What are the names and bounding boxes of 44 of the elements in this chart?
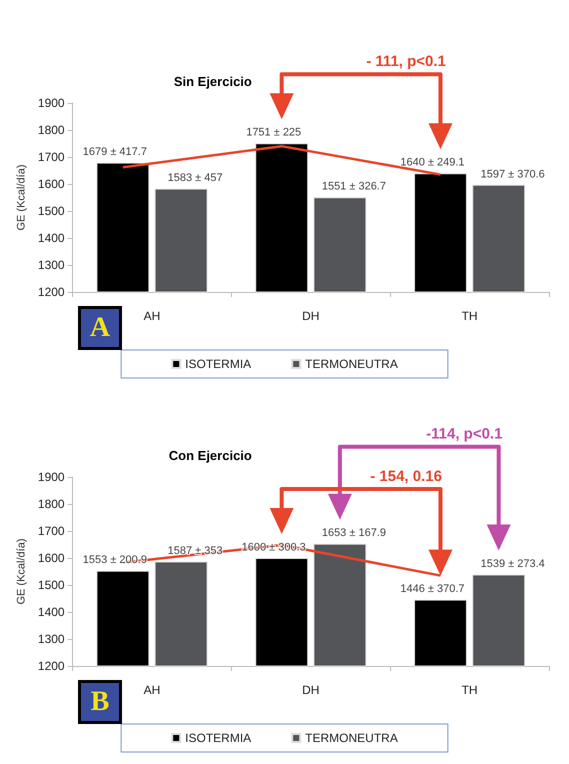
y-tick-label: 1400 <box>38 605 65 619</box>
y-tick-label: 1700 <box>38 150 65 164</box>
x-tick-label: DH <box>302 309 320 323</box>
letter-badge: A <box>78 306 122 350</box>
data-label: 1583 ± 457 <box>168 172 223 184</box>
y-axis-title: GE (Kcal/día) <box>16 164 28 231</box>
x-tick-label: TH <box>462 309 478 323</box>
y-tick-label: 1500 <box>38 204 65 218</box>
data-label: 1679 ± 417.7 <box>82 146 147 158</box>
chart-title: Con Ejercicio <box>168 448 252 463</box>
data-label: 1640 ± 249.1 <box>400 156 465 169</box>
y-tick-label: 1300 <box>38 632 65 646</box>
x-tick-label: TH <box>462 683 478 697</box>
y-tick-label: 1600 <box>38 177 65 191</box>
data-label: 1653 ± 167.9 <box>322 527 386 540</box>
data-label: 1446 ± 370.7 <box>400 583 465 596</box>
y-tick-label: 1800 <box>38 123 65 137</box>
data-label: 1551 ± 326.7 <box>322 180 386 193</box>
y-tick-label: 1400 <box>38 231 65 245</box>
letter-badge: B <box>78 680 122 724</box>
text: -114, p<0.1 <box>426 426 502 443</box>
legend-label: TERMONEUTRA <box>305 357 398 371</box>
annotation: - 154, 0.16 <box>370 468 442 485</box>
y-tick-label: 1800 <box>38 497 65 511</box>
y-tick-label: 1300 <box>38 258 65 272</box>
y-tick-label: 1500 <box>38 578 65 592</box>
chart-title: Sin Ejercicio <box>174 74 252 89</box>
text: - 111, p<0.1 <box>366 53 446 70</box>
y-tick-label: 1600 <box>38 551 65 565</box>
x-tick-label: DH <box>302 683 320 697</box>
y-tick-label: 1200 <box>38 659 65 673</box>
x-tick-label: AH <box>144 309 160 323</box>
legend-label: ISOTERMIA <box>185 731 252 745</box>
y-tick-label: 1900 <box>38 96 65 110</box>
data-label: 1597 ± 370.6 <box>480 168 545 180</box>
data-label: 1539 ± 273.4 <box>480 558 545 570</box>
x-tick-label: AH <box>144 683 160 697</box>
y-tick-label: 1700 <box>38 524 65 538</box>
data-label: 1751 ± 225 <box>246 126 302 139</box>
y-axis-title: GE (Kcal/día) <box>16 538 28 605</box>
y-tick-label: 1900 <box>38 470 65 484</box>
y-tick-label: 1200 <box>38 285 65 299</box>
legend-label: ISOTERMIA <box>185 357 252 371</box>
legend-label: TERMONEUTRA <box>305 731 398 745</box>
